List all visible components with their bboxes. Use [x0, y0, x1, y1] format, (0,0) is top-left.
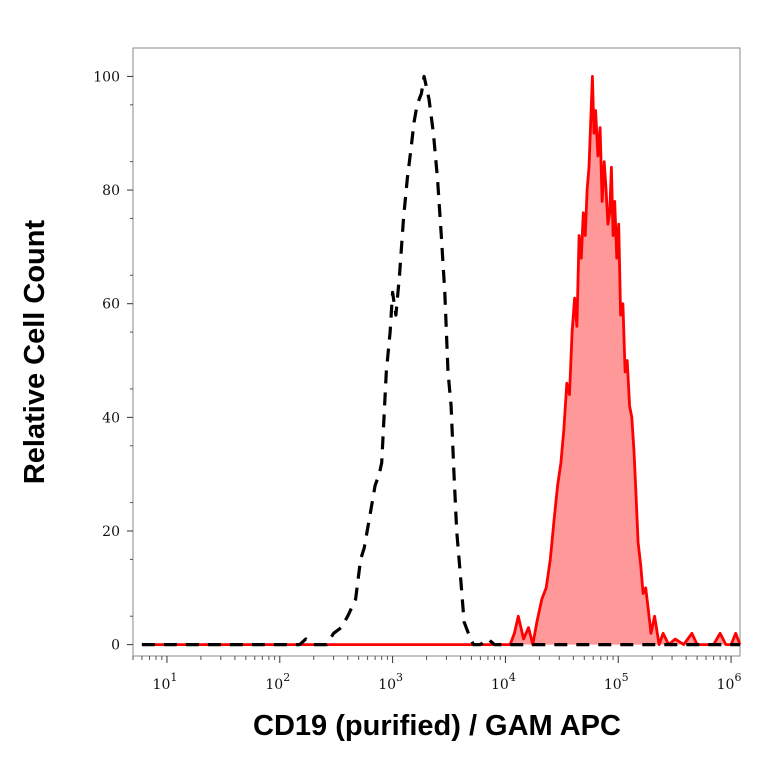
y-tick-label-1: 20	[102, 524, 120, 540]
x-tick-exponent-3: 4	[509, 671, 516, 684]
x-tick-exponent-0: 1	[170, 671, 177, 684]
y-tick-label-4: 80	[102, 183, 120, 199]
series-layer	[141, 74, 742, 647]
x-axis-title: CD19 (purified) / GAM APC	[253, 710, 621, 742]
x-tick-label-5: 106	[717, 671, 742, 693]
x-tick-exponent-4: 5	[622, 671, 629, 684]
x-tick-label-4: 105	[604, 671, 629, 693]
x-tick-label-1: 102	[265, 671, 290, 693]
y-tick-label-0: 0	[111, 638, 120, 654]
x-tick-label-3: 104	[491, 671, 516, 693]
y-axis-title: Relative Cell Count	[19, 220, 51, 485]
x-tick-exponent-2: 3	[396, 671, 403, 684]
x-tick-exponent-5: 6	[734, 671, 741, 684]
axis-layer	[127, 75, 732, 663]
y-tick-label-3: 60	[102, 297, 120, 313]
series-0-line	[141, 74, 740, 647]
x-tick-label-0: 101	[153, 671, 178, 693]
y-tick-label-5: 100	[93, 69, 120, 85]
y-tick-label-2: 40	[102, 410, 120, 426]
x-tick-label-2: 103	[378, 671, 403, 693]
y-tick-labels: 0 20 40 60 80 100	[93, 69, 120, 653]
series-1-line	[141, 75, 742, 646]
x-tick-exponent-1: 2	[283, 671, 290, 684]
series-1-area	[141, 76, 740, 645]
x-tick-labels: 101 102 103 104 105 106	[153, 671, 742, 693]
plot-frame	[132, 47, 741, 657]
